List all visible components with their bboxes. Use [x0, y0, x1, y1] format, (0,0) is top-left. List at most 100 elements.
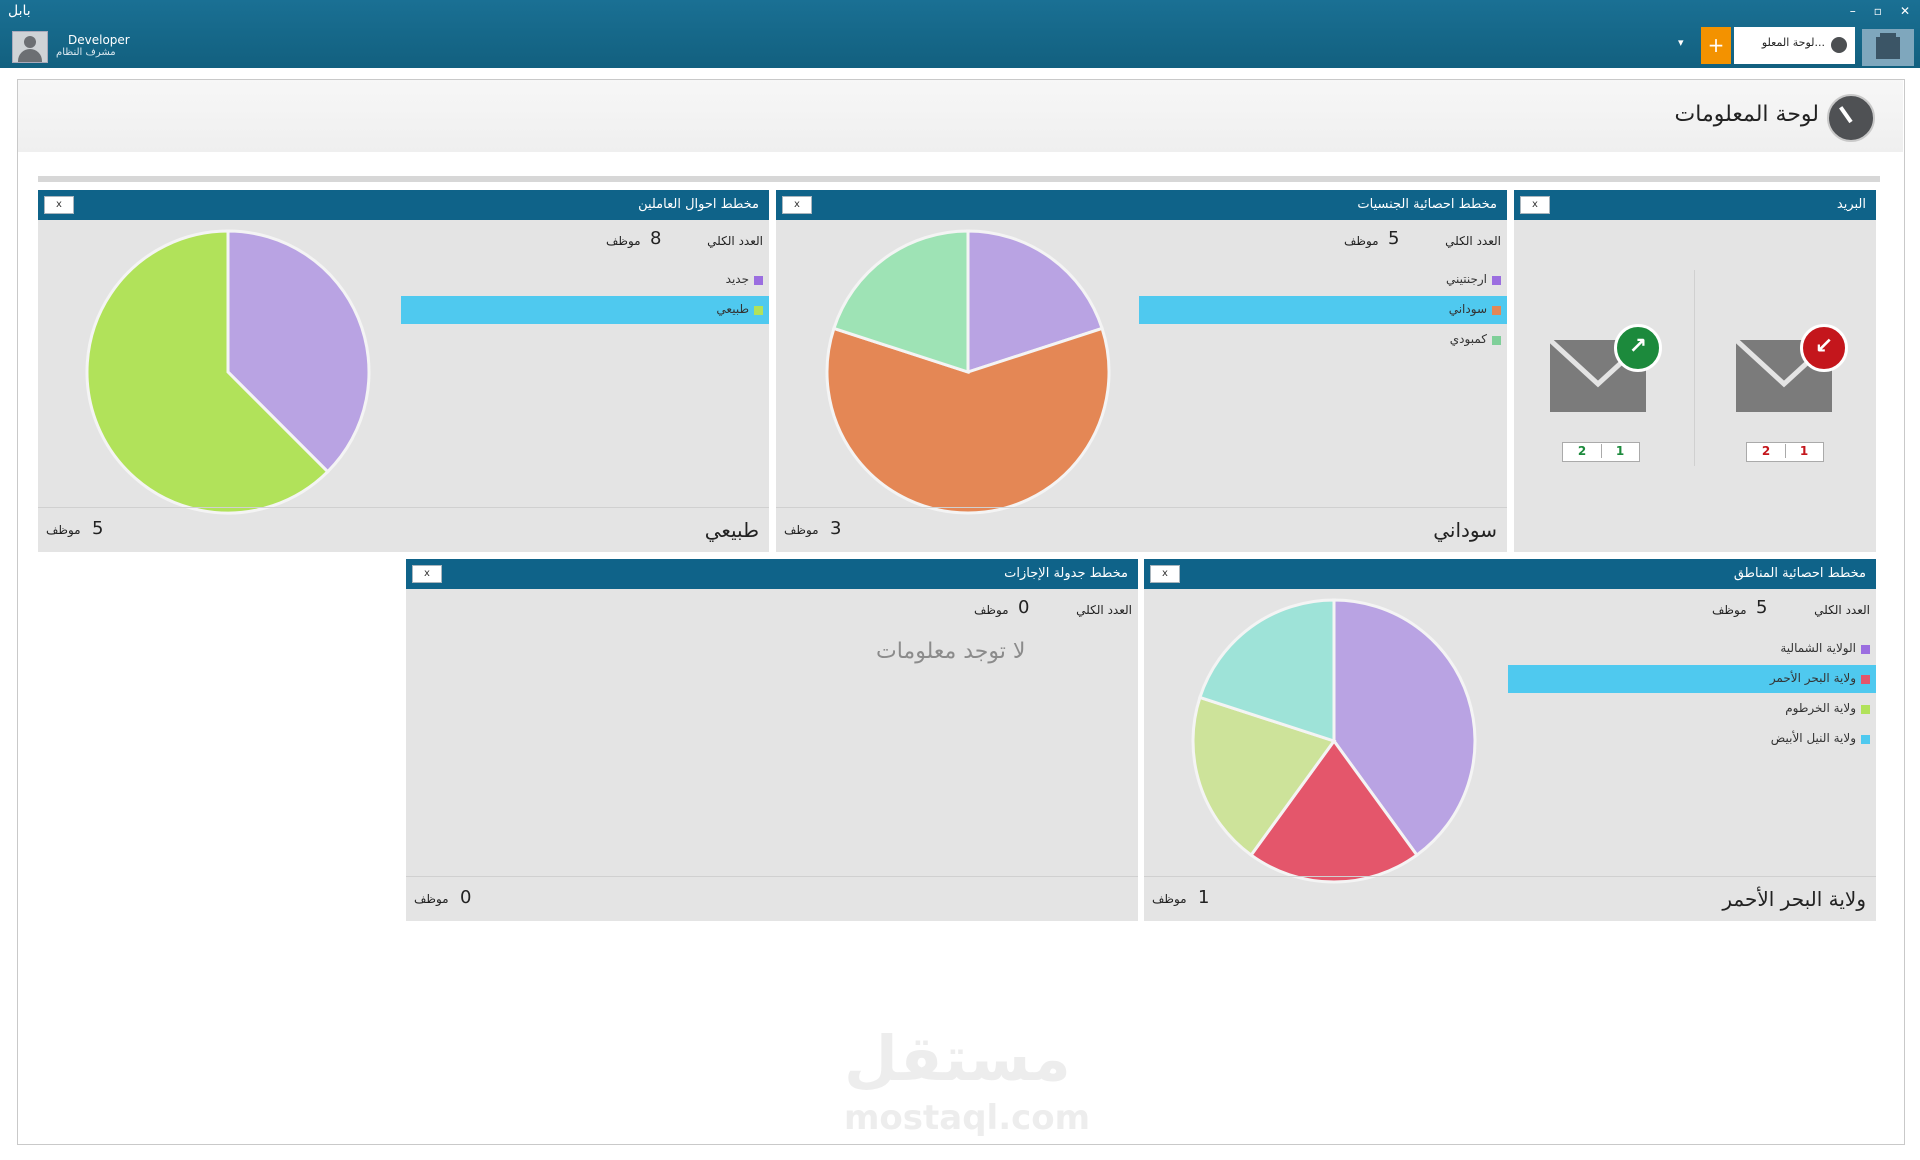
- gauge-icon: [1827, 94, 1875, 142]
- footer-unit: موظف: [414, 892, 449, 906]
- panel-header: البريد x: [1514, 190, 1876, 220]
- legend-swatch: [1861, 675, 1870, 684]
- avatar[interactable]: [12, 31, 48, 63]
- pie-slice-1[interactable]: [825, 326, 1111, 515]
- legend-label: الولاية الشمالية: [1780, 641, 1856, 655]
- footer-value: 1: [1198, 887, 1210, 908]
- close-button[interactable]: x: [1520, 196, 1550, 214]
- tab-dashboard[interactable]: لوحة المعلو...: [1734, 27, 1855, 64]
- pie-slice-3[interactable]: [1198, 598, 1336, 744]
- legend-item[interactable]: ولاية النيل الأبيض: [1508, 725, 1876, 753]
- panel-title: مخطط احوال العاملين: [638, 197, 759, 212]
- legend-label: ولاية النيل الأبيض: [1770, 731, 1856, 745]
- total-value: 0: [1018, 597, 1030, 618]
- app-logo: [1862, 29, 1914, 66]
- legend-swatch: [1861, 705, 1870, 714]
- panel-footer: سوداني 3 موظف: [776, 507, 1507, 552]
- staff-status-pie-chart[interactable]: [78, 222, 378, 522]
- page-title: لوحة المعلومات: [1674, 102, 1819, 127]
- count-value: 1: [1799, 444, 1809, 458]
- legend-item[interactable]: الولاية الشمالية: [1508, 635, 1876, 663]
- total-unit: موظف: [606, 234, 641, 248]
- count-value: 1: [1615, 444, 1625, 458]
- incoming-arrow-icon: ↙: [1800, 324, 1848, 372]
- footer-label: سوداني: [1433, 518, 1497, 542]
- window-controls: – ▫ ✕: [1850, 4, 1910, 18]
- count-value: 2: [1563, 444, 1602, 458]
- user-name: Developer: [68, 33, 130, 47]
- legend-item[interactable]: كمبودي: [1139, 326, 1507, 354]
- total-unit: موظف: [974, 603, 1009, 617]
- panel-footer: طبيعي 5 موظف: [38, 507, 769, 552]
- pie-slice-1[interactable]: [1249, 738, 1419, 884]
- user-role: مشرف النظام: [56, 47, 116, 58]
- close-button[interactable]: x: [782, 196, 812, 214]
- footer-value: 5: [92, 518, 104, 539]
- panel-title: مخطط احصائية الجنسيات: [1357, 197, 1497, 212]
- total-label: العدد الكلي: [1445, 234, 1501, 248]
- total-label: العدد الكلي: [1814, 603, 1870, 617]
- pie-slice-0[interactable]: [966, 229, 1104, 375]
- legend-item[interactable]: جديد: [401, 266, 769, 294]
- watermark: مستقل: [844, 1022, 1071, 1095]
- footer-unit: موظف: [784, 523, 819, 537]
- nationality-panel: مخطط احصائية الجنسيات x العدد الكلي 5 مو…: [776, 190, 1507, 552]
- footer-value: 0: [460, 887, 472, 908]
- footer-value: 3: [830, 518, 842, 539]
- panel-footer: ولاية البحر الأحمر 1 موظف: [1144, 876, 1876, 921]
- panel-footer: 0 موظف: [406, 876, 1138, 921]
- legend-item-selected[interactable]: طبيعي: [401, 296, 769, 324]
- legend-label: طبيعي: [716, 302, 749, 316]
- panel-header: مخطط احوال العاملين x: [38, 190, 769, 220]
- pie-slice-0[interactable]: [226, 229, 371, 474]
- legend-label: جديد: [725, 272, 749, 286]
- legend-swatch: [1861, 735, 1870, 744]
- pie-slice-0[interactable]: [1332, 598, 1477, 858]
- panel-header: مخطط احصائية الجنسيات x: [776, 190, 1507, 220]
- leave-schedule-panel: مخطط جدولة الإجازات x العدد الكلي 0 موظف…: [406, 559, 1138, 921]
- legend-label: سوداني: [1448, 302, 1487, 316]
- restore-icon[interactable]: ▫: [1873, 4, 1882, 18]
- total-unit: موظف: [1712, 603, 1747, 617]
- title-bar: بابل – ▫ ✕ Developer مشرف النظام ▾ + لوح…: [0, 0, 1920, 68]
- tabs-dropdown-icon[interactable]: ▾: [1678, 36, 1684, 49]
- legend-item[interactable]: ارجنتيني: [1139, 266, 1507, 294]
- legend-swatch: [1861, 645, 1870, 654]
- legend-swatch: [754, 276, 763, 285]
- mail-panel: البريد x ↙ 1 2 ↗ 1 2: [1514, 190, 1876, 552]
- total-value: 5: [1388, 228, 1400, 249]
- total-value: 5: [1756, 597, 1768, 618]
- close-button[interactable]: x: [1150, 565, 1180, 583]
- close-window-icon[interactable]: ✕: [1899, 4, 1910, 18]
- pie-slice-2[interactable]: [1191, 695, 1337, 858]
- add-tab-button[interactable]: +: [1701, 27, 1731, 64]
- legend-item-selected[interactable]: سوداني: [1139, 296, 1507, 324]
- footer-unit: موظف: [1152, 892, 1187, 906]
- regions-pie-chart[interactable]: [1184, 591, 1484, 891]
- footer-unit: موظف: [46, 523, 81, 537]
- app-title: بابل: [8, 3, 31, 19]
- page-header: لوحة المعلومات: [18, 80, 1903, 152]
- outbox-widget[interactable]: ↗ 1 2: [1550, 324, 1662, 480]
- divider: [1694, 270, 1695, 466]
- minimize-icon[interactable]: –: [1849, 4, 1856, 18]
- close-button[interactable]: x: [412, 565, 442, 583]
- panel-title: البريد: [1836, 197, 1866, 212]
- inbox-widget[interactable]: ↙ 1 2: [1736, 324, 1848, 480]
- legend-item-selected[interactable]: ولاية البحر الأحمر: [1508, 665, 1876, 693]
- total-value: 8: [650, 228, 662, 249]
- pie-slice-2[interactable]: [832, 229, 970, 375]
- total-unit: موظف: [1344, 234, 1379, 248]
- legend-swatch: [1492, 276, 1501, 285]
- panel-header: مخطط جدولة الإجازات x: [406, 559, 1138, 589]
- nationality-pie-chart[interactable]: [818, 222, 1118, 522]
- footer-label: ولاية البحر الأحمر: [1722, 887, 1866, 911]
- inbox-counts: 1 2: [1746, 442, 1824, 462]
- close-button[interactable]: x: [44, 196, 74, 214]
- staff-status-panel: مخطط احوال العاملين x العدد الكلي 8 موظف…: [38, 190, 769, 552]
- total-label: العدد الكلي: [707, 234, 763, 248]
- pie-slice-1[interactable]: [85, 229, 330, 515]
- outgoing-arrow-icon: ↗: [1614, 324, 1662, 372]
- legend-swatch: [1492, 306, 1501, 315]
- legend-item[interactable]: ولاية الخرطوم: [1508, 695, 1876, 723]
